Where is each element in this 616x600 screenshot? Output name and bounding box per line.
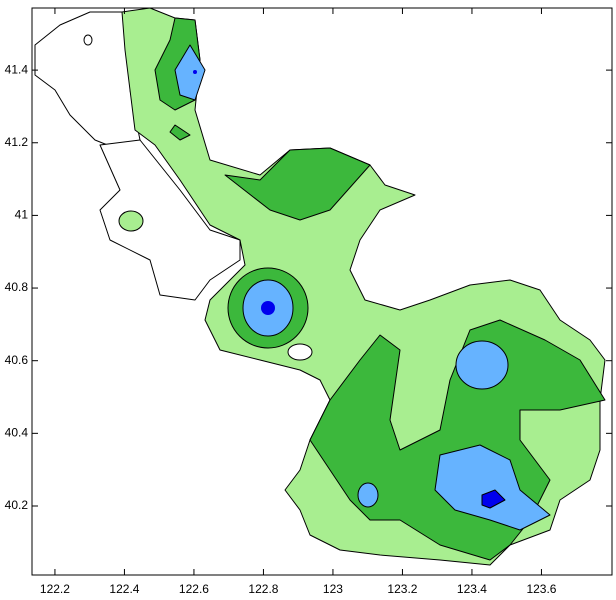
x-tick-label: 122.4 (109, 582, 139, 596)
x-tick-label: 123 (323, 582, 343, 596)
outside-region (83, 34, 93, 46)
outside-region (99, 139, 241, 301)
dark-blue-zone (193, 70, 197, 74)
blue-zone (455, 340, 509, 390)
x-tick-label: 122.6 (179, 582, 209, 596)
blue-zone (174, 44, 206, 101)
dark-blue-zone (261, 301, 275, 315)
y-tick-label: 41 (15, 208, 29, 222)
dark-blue-zone (481, 489, 506, 509)
blue-zone (357, 482, 379, 508)
outside-region (287, 343, 313, 361)
map-frame (31, 7, 613, 576)
y-tick-label: 40.4 (5, 426, 29, 440)
light-green-zone (118, 210, 144, 232)
y-tick-label: 41.2 (5, 135, 29, 149)
y-tick-label: 40.6 (5, 353, 29, 367)
x-tick-label: 123.4 (457, 582, 487, 596)
x-tick-label: 123.6 (526, 582, 556, 596)
x-tick-label: 123.2 (387, 582, 417, 596)
y-tick-label: 40.8 (5, 280, 29, 294)
x-tick-label: 122.2 (40, 582, 70, 596)
dark-green-zone (169, 124, 191, 141)
x-tick-label: 122.8 (248, 582, 278, 596)
y-tick-label: 40.2 (5, 498, 29, 512)
blue-zone (434, 444, 551, 531)
dark-green-zone (224, 147, 371, 221)
y-tick-label: 41.4 (5, 62, 29, 76)
map-regions (34, 7, 606, 566)
